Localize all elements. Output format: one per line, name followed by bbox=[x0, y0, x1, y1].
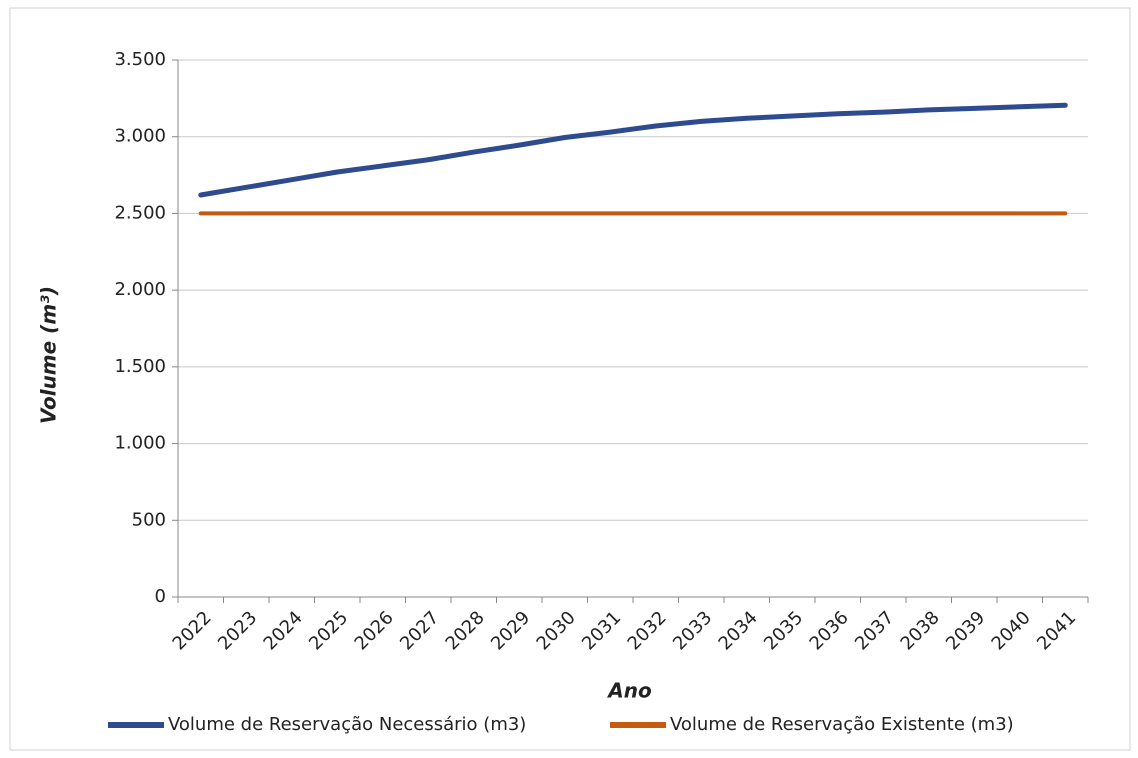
chart-frame bbox=[9, 7, 1131, 751]
y-tick-label: 1.000 bbox=[114, 433, 166, 454]
y-tick-label: 3.000 bbox=[114, 126, 166, 147]
x-tick-label: 2024 bbox=[260, 607, 307, 654]
x-tick-label: 2031 bbox=[578, 607, 625, 654]
y-tick-label: 500 bbox=[132, 509, 166, 530]
legend-label: Volume de Reservação Existente (m3) bbox=[670, 714, 1014, 735]
x-tick-label: 2038 bbox=[897, 607, 944, 654]
x-tick-label: 2023 bbox=[214, 607, 261, 654]
x-tick-label: 2041 bbox=[1033, 607, 1080, 654]
x-tick-label: 2028 bbox=[442, 607, 489, 654]
x-tick-label: 2036 bbox=[806, 607, 853, 654]
x-tick-label: 2025 bbox=[305, 607, 352, 654]
line-series bbox=[198, 102, 1068, 198]
x-tick-label: 2040 bbox=[988, 607, 1035, 654]
y-tick-label: 0 bbox=[155, 586, 166, 607]
y-tick-label: 2.000 bbox=[114, 279, 166, 300]
x-tick-label: 2032 bbox=[624, 607, 671, 654]
x-tick-label: 2029 bbox=[487, 607, 534, 654]
y-tick-label: 2.500 bbox=[114, 202, 166, 223]
y-tick-label: 1.500 bbox=[114, 356, 166, 377]
x-tick-label: 2033 bbox=[669, 607, 716, 654]
y-axis-label: Volume (m³) bbox=[37, 286, 61, 424]
x-tick-label: 2030 bbox=[533, 607, 580, 654]
x-tick-label: 2037 bbox=[851, 607, 898, 654]
x-tick-label: 2027 bbox=[396, 607, 443, 654]
x-axis-label: Ano bbox=[606, 679, 652, 703]
x-tick-label: 2035 bbox=[760, 607, 807, 654]
x-tick-label: 2034 bbox=[715, 607, 762, 654]
x-tick-label: 2039 bbox=[942, 607, 989, 654]
y-tick-label: 3.500 bbox=[114, 49, 166, 70]
x-tick-label: 2026 bbox=[351, 607, 398, 654]
x-tick-label: 2022 bbox=[169, 607, 216, 654]
legend-label: Volume de Reservação Necessário (m3) bbox=[168, 714, 526, 735]
